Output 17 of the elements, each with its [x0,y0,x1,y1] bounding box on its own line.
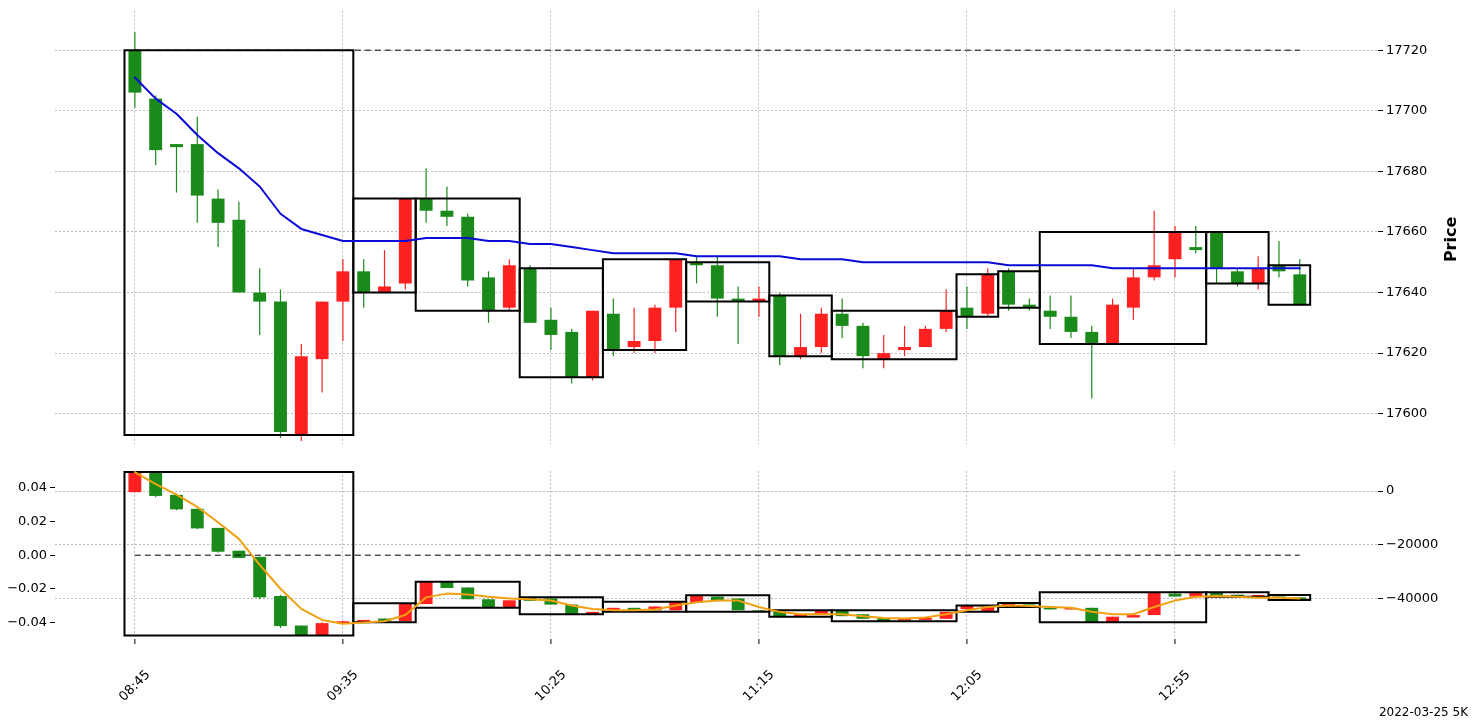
y-tick-label: 0.00 [18,546,47,562]
y-tick-label: 17720 [1386,41,1428,57]
y-tick-label: 17600 [1386,405,1428,421]
y-tick-label: −0.02 [7,580,47,596]
y2-tick-label: −40000 [1386,589,1439,605]
y-tick-label: −0.04 [7,613,47,629]
y-tick-label: 17640 [1386,283,1428,299]
y-tick-label: 17660 [1386,223,1428,239]
y2-tick-label: −20000 [1386,536,1439,552]
y-axis-title: Price [1441,216,1461,263]
y-tick-label: 0.04 [18,479,47,495]
y2-tick-label: 0 [1386,482,1395,498]
y-tick-label: 17620 [1386,344,1428,360]
text: 2022-03-25 5K [1378,705,1468,719]
y-tick-label: 17700 [1386,102,1428,118]
y-tick-label: 0.02 [18,512,47,528]
y-tick-label: 17680 [1386,162,1428,178]
